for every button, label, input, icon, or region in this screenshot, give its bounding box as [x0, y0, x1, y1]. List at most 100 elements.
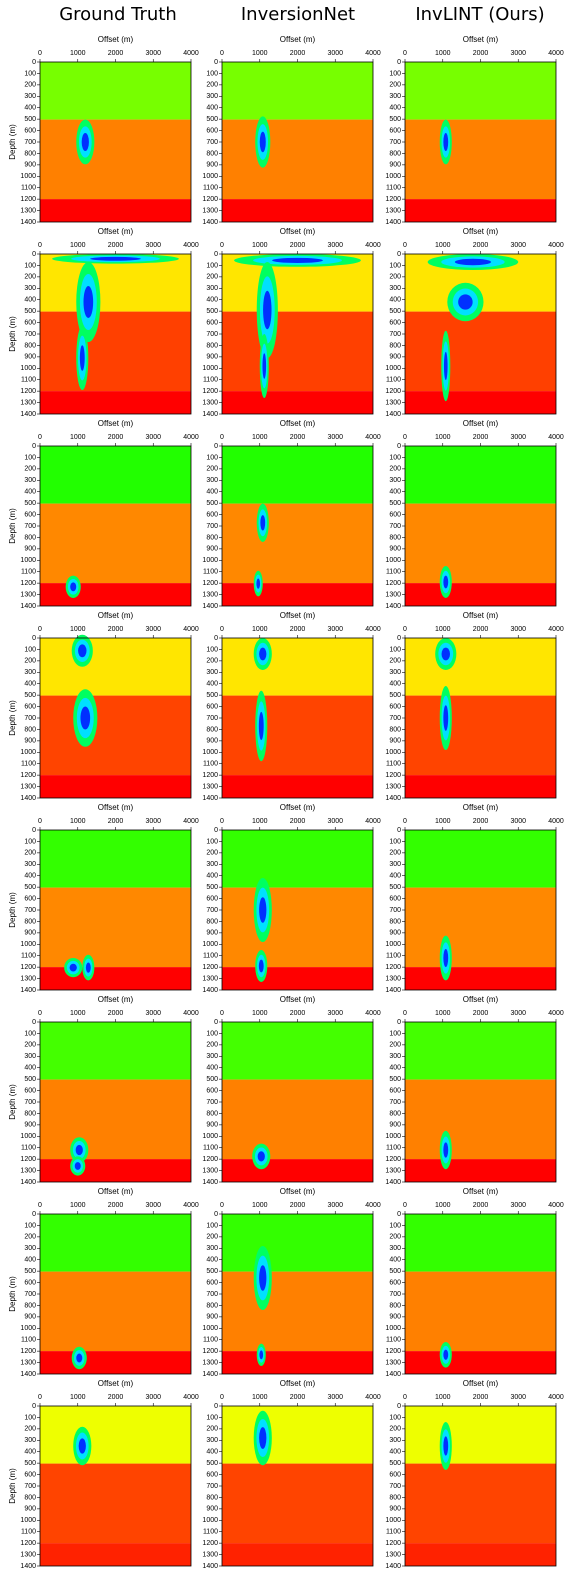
- x-tick-label: 2000: [473, 50, 489, 57]
- x-axis-label: Offset (m): [463, 1187, 499, 1196]
- x-axis-label: Offset (m): [463, 227, 499, 236]
- velocity-panel: [404, 1213, 557, 1375]
- anomaly: [75, 1144, 83, 1156]
- x-tick-label: 0: [403, 1010, 407, 1017]
- y-tick-label: 900: [389, 738, 401, 745]
- y-tick-label: 1300: [385, 1551, 401, 1558]
- y-tick-label: 1300: [385, 591, 401, 598]
- y-tick-label: 0: [214, 251, 218, 258]
- y-tick-label: 1100: [386, 569, 401, 576]
- y-axis-label: Depth (m): [8, 1276, 17, 1312]
- x-axis-label: Offset (m): [280, 995, 316, 1004]
- y-tick-label: 400: [206, 105, 218, 112]
- y-tick-label: 1100: [386, 1145, 401, 1152]
- y-tick-label: 1000: [20, 941, 36, 948]
- x-axis-label: Offset (m): [280, 227, 316, 236]
- y-tick-label: 400: [24, 489, 36, 496]
- y-tick-label: 900: [206, 1314, 218, 1321]
- y-tick-label: 700: [389, 715, 401, 722]
- x-axis-label: Offset (m): [463, 611, 499, 620]
- y-tick-label: 0: [397, 1211, 401, 1218]
- layer: [40, 503, 191, 584]
- y-tick-label: 1400: [202, 1371, 218, 1378]
- y-tick-label: 1100: [21, 1529, 36, 1536]
- y-tick-label: 900: [389, 1506, 401, 1513]
- y-tick-label: 700: [389, 1291, 401, 1298]
- y-tick-label: 100: [206, 646, 218, 653]
- y-tick-label: 700: [389, 139, 401, 146]
- y-tick-label: 0: [397, 1019, 401, 1026]
- anomaly: [78, 1438, 86, 1454]
- x-tick-label: 2000: [473, 242, 489, 249]
- y-tick-label: 100: [206, 262, 218, 269]
- y-tick-label: 0: [397, 251, 401, 258]
- layer: [222, 638, 373, 696]
- y-tick-label: 500: [206, 308, 218, 315]
- y-tick-label: 1200: [202, 1540, 218, 1547]
- anomaly: [260, 515, 266, 531]
- y-tick-label: 800: [389, 342, 401, 349]
- x-tick-label: 2000: [290, 242, 306, 249]
- y-tick-label: 100: [389, 1414, 401, 1421]
- y-tick-label: 1200: [385, 772, 401, 779]
- y-tick-label: 0: [32, 1019, 36, 1026]
- y-tick-label: 400: [206, 873, 218, 880]
- y-tick-label: 300: [389, 1437, 401, 1444]
- y-tick-label: 200: [389, 1042, 401, 1049]
- x-tick-label: 2000: [108, 50, 124, 57]
- y-tick-label: 200: [206, 1234, 218, 1241]
- y-tick-label: 1400: [20, 987, 36, 994]
- x-tick-label: 1000: [70, 50, 86, 57]
- y-tick-label: 300: [389, 669, 401, 676]
- y-tick-label: 700: [389, 1483, 401, 1490]
- y-tick-label: 1100: [21, 761, 36, 768]
- y-tick-label: 200: [24, 850, 36, 857]
- x-tick-label: 4000: [183, 818, 199, 825]
- y-tick-label: 500: [24, 308, 36, 315]
- y-tick-label: 800: [24, 1110, 36, 1117]
- velocity-panel: [221, 829, 374, 991]
- layer: [405, 391, 556, 414]
- anomaly: [259, 1350, 264, 1360]
- y-tick-label: 1300: [202, 1167, 218, 1174]
- x-tick-label: 2000: [290, 1394, 306, 1401]
- x-tick-label: 3000: [327, 1202, 343, 1209]
- y-tick-label: 1200: [202, 388, 218, 395]
- y-tick-label: 1100: [203, 1337, 218, 1344]
- x-axis-label: Offset (m): [280, 1379, 316, 1388]
- layer: [222, 446, 373, 504]
- y-tick-label: 500: [389, 1076, 401, 1083]
- y-tick-label: 1400: [385, 795, 401, 802]
- x-tick-label: 0: [403, 242, 407, 249]
- x-tick-label: 4000: [365, 1202, 381, 1209]
- x-tick-label: 3000: [510, 242, 526, 249]
- layer: [222, 583, 373, 606]
- y-tick-label: 400: [24, 1257, 36, 1264]
- y-tick-label: 1000: [385, 173, 401, 180]
- x-axis-label: Offset (m): [98, 803, 134, 812]
- y-tick-label: 700: [206, 139, 218, 146]
- layer: [222, 695, 373, 776]
- y-tick-label: 1100: [203, 1145, 218, 1152]
- y-tick-label: 900: [206, 1122, 218, 1129]
- velocity-panel: [221, 1213, 374, 1375]
- y-tick-label: 1200: [385, 1156, 401, 1163]
- y-tick-label: 800: [389, 918, 401, 925]
- y-tick-label: 500: [206, 1460, 218, 1467]
- x-tick-label: 3000: [327, 1010, 343, 1017]
- velocity-panel: [221, 253, 374, 415]
- layer: [405, 1159, 556, 1182]
- anomaly: [256, 578, 261, 589]
- layer: [405, 1463, 556, 1544]
- y-tick-label: 300: [24, 285, 36, 292]
- x-tick-label: 2000: [473, 434, 489, 441]
- y-tick-label: 1300: [385, 1167, 401, 1174]
- y-tick-label: 1200: [385, 1540, 401, 1547]
- y-tick-label: 1100: [21, 185, 36, 192]
- layer: [40, 1214, 191, 1272]
- y-tick-label: 1400: [385, 1563, 401, 1570]
- y-tick-label: 500: [24, 500, 36, 507]
- y-tick-label: 500: [206, 1076, 218, 1083]
- y-tick-label: 300: [24, 861, 36, 868]
- y-tick-label: 500: [389, 500, 401, 507]
